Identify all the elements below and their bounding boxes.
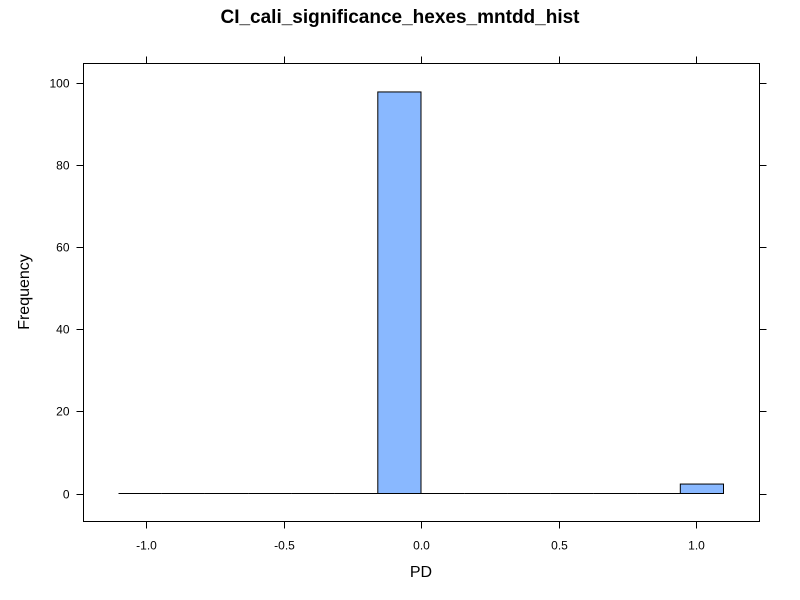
y-tick-label: 100 (49, 77, 69, 91)
x-tick-label: -0.5 (274, 539, 295, 553)
x-tick-label: -1.0 (136, 539, 157, 553)
plot-frame (83, 63, 760, 522)
x-axis-label: PD (410, 564, 432, 581)
histogram-bar (377, 91, 422, 494)
x-tick-label: 0.5 (551, 539, 568, 553)
chart-title: CI_cali_significance_hexes_mntdd_hist (220, 7, 580, 28)
x-tick-label: 1.0 (688, 539, 705, 553)
bars-group (377, 91, 724, 494)
x-tick-label: 0.0 (413, 539, 430, 553)
y-tick-label: 0 (63, 488, 70, 502)
y-tick-label: 60 (56, 241, 70, 255)
y-tick-label: 40 (56, 323, 70, 337)
y-tick-label: 20 (56, 405, 70, 419)
histogram-bar (679, 483, 724, 494)
y-axis-label: Frequency (16, 254, 33, 330)
y-tick-label: 80 (56, 159, 70, 173)
y-axis: 0 20 40 60 80 100 (49, 77, 767, 502)
x-axis: -1.0 -0.5 0.0 0.5 1.0 (136, 56, 705, 553)
